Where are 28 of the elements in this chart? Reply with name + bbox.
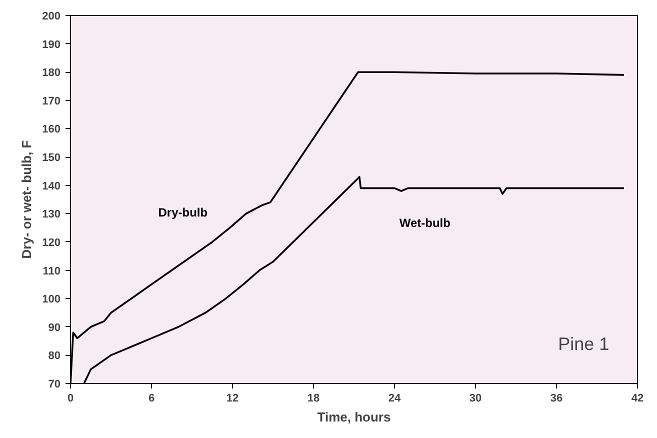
line-series <box>83 176 625 384</box>
x-tick-label: 30 <box>469 392 482 404</box>
x-tick-label: 36 <box>550 392 563 404</box>
y-tick-label: 200 <box>42 10 61 22</box>
y-tick-label: 120 <box>42 236 61 249</box>
y-tick-label: 80 <box>48 350 61 362</box>
y-tick-label: 160 <box>42 124 61 136</box>
x-tick-label: 6 <box>148 392 155 404</box>
y-tick-label: 130 <box>42 208 61 221</box>
x-tick-label: 18 <box>307 392 320 404</box>
y-tick-label: 90 <box>48 322 61 334</box>
x-axis-title: Time, hours <box>317 410 391 424</box>
y-tick-label: 190 <box>42 38 61 51</box>
y-tick-label: 170 <box>42 95 61 108</box>
y-tick-label: 100 <box>42 294 61 306</box>
y-tick-label: 180 <box>42 67 61 80</box>
x-tick-label: 42 <box>631 392 644 404</box>
text: Wet-bulb <box>399 216 450 230</box>
x-tick-label: 0 <box>67 392 74 404</box>
x-tick-label: 12 <box>226 392 239 404</box>
annotation: Pine 1 <box>558 334 610 354</box>
x-tick-label: 24 <box>388 392 402 404</box>
y-tick-label: 110 <box>42 265 61 278</box>
y-tick-label: 150 <box>42 152 61 164</box>
y-tick-label: 140 <box>42 180 61 192</box>
y-tick-label: 70 <box>48 378 61 390</box>
y-axis-title: Dry- or wet- bulb, F <box>19 140 34 259</box>
series-label: Dry-bulb <box>158 205 208 220</box>
